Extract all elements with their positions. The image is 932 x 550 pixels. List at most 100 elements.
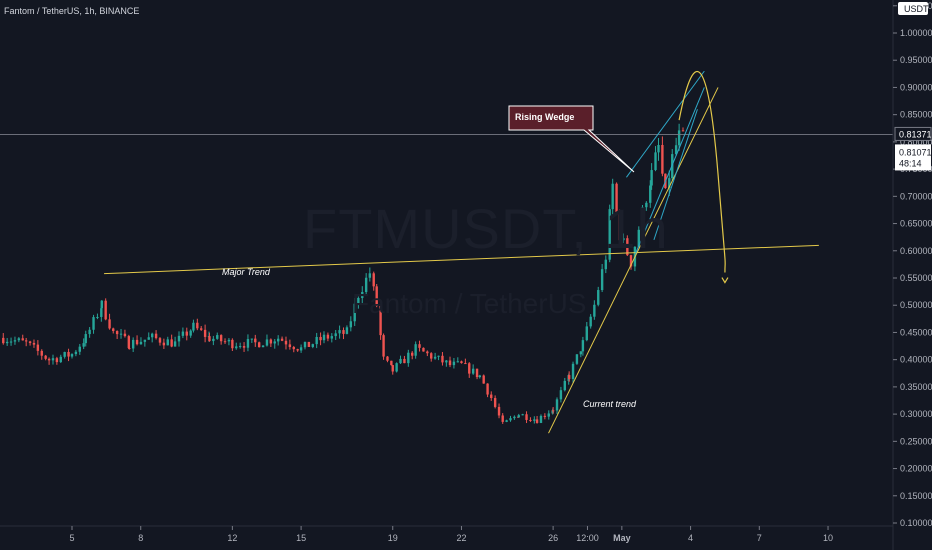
candle-body xyxy=(303,341,307,348)
candle-body xyxy=(2,337,5,344)
price-tick-label: 0.15000 xyxy=(900,491,932,501)
candle-body xyxy=(330,336,333,339)
candle-body xyxy=(525,414,528,420)
candle-body xyxy=(208,336,211,342)
projection-curve[interactable] xyxy=(678,70,726,273)
candle-body xyxy=(212,338,215,342)
candle-body xyxy=(649,185,652,203)
candle-body xyxy=(84,334,87,344)
candle-body xyxy=(641,207,644,230)
candle-body xyxy=(70,354,74,357)
current-trend-line[interactable] xyxy=(548,87,719,434)
candle-body xyxy=(390,360,393,366)
candle-body xyxy=(223,341,227,343)
currency-label-box[interactable] xyxy=(898,2,928,15)
candle-body xyxy=(559,390,563,400)
candle-body xyxy=(441,355,444,363)
candle-body xyxy=(452,361,456,366)
candle-body xyxy=(78,346,81,352)
candle-body xyxy=(460,361,463,364)
candle-body xyxy=(575,354,579,364)
candle-body xyxy=(55,358,59,363)
candle-body xyxy=(445,360,448,363)
candle-body xyxy=(13,340,17,342)
price-tick-label: 0.80000 xyxy=(900,137,932,147)
candle-body xyxy=(147,337,150,340)
candle-body xyxy=(426,351,429,354)
candle-body xyxy=(395,363,398,372)
candle-body xyxy=(414,344,417,356)
candle-body xyxy=(579,351,583,355)
candle-body xyxy=(319,336,322,341)
time-tick-label: 19 xyxy=(388,533,398,543)
candle-body xyxy=(464,363,467,365)
price-tick-label: 0.25000 xyxy=(900,436,932,446)
candle-body xyxy=(645,202,648,208)
candle-body xyxy=(533,419,536,421)
candle-body xyxy=(185,331,188,336)
price-tick-label: 0.40000 xyxy=(900,355,932,365)
candle-body xyxy=(276,338,280,342)
candle-body xyxy=(654,152,657,171)
candle-body xyxy=(88,329,91,335)
candle-body xyxy=(593,304,596,317)
time-tick-label: 26 xyxy=(548,533,558,543)
candle-body xyxy=(28,341,32,343)
wedge-inner-line[interactable] xyxy=(653,109,698,241)
current-trend-label[interactable]: Current trend xyxy=(583,399,637,409)
major-trend-line[interactable] xyxy=(104,244,819,275)
candle-body xyxy=(67,351,70,357)
candle-body xyxy=(177,335,181,342)
candle-body xyxy=(407,352,410,364)
wedge-upper-line[interactable] xyxy=(626,70,705,178)
candle-body xyxy=(292,347,295,350)
candle-body xyxy=(284,340,288,345)
candle-body xyxy=(555,399,559,411)
candle-body xyxy=(563,380,566,391)
time-axis[interactable]: 5 8 12 15 19 22 26 12:00 May 4 7 10 xyxy=(69,526,833,543)
candle-body xyxy=(382,335,385,357)
currency-label[interactable]: USDT xyxy=(904,4,929,14)
major-trend-label[interactable]: Major Trend xyxy=(222,267,271,277)
drawings-layer[interactable]: Major Trend Current trend Rising Wedge xyxy=(0,70,893,434)
candle-body xyxy=(280,338,284,341)
candle-body xyxy=(254,338,257,343)
wedge-lower-line[interactable] xyxy=(635,87,705,254)
candle-body xyxy=(322,334,326,341)
candle-body xyxy=(181,331,185,336)
candle-body xyxy=(681,130,685,132)
candle-body xyxy=(456,361,460,363)
candle-body xyxy=(170,339,173,347)
candle-body xyxy=(166,339,169,346)
candle-body xyxy=(265,339,269,346)
candle-body xyxy=(238,346,242,348)
candle-body xyxy=(418,344,421,348)
candle-body xyxy=(411,352,414,356)
candle-body xyxy=(668,178,671,189)
candle-body xyxy=(143,339,147,342)
rising-wedge-callout[interactable] xyxy=(508,105,635,173)
candle-body xyxy=(622,238,625,241)
price-tick-label: 0.10000 xyxy=(900,518,932,528)
candle-body xyxy=(40,350,43,356)
candle-body xyxy=(82,343,85,347)
candle-body xyxy=(257,342,261,348)
price-tick-label: 0.35000 xyxy=(900,382,932,392)
watermark-ticker: FTMUSDT, 1h xyxy=(303,197,669,260)
candle-body xyxy=(501,415,504,422)
candle-body xyxy=(74,351,78,355)
symbol-header[interactable]: Fantom / TetherUS, 1h, BINANCE xyxy=(4,6,140,16)
candle-body xyxy=(357,297,360,304)
candle-body xyxy=(448,360,452,366)
candle-body xyxy=(196,322,199,329)
candle-body xyxy=(9,341,13,343)
candle-body xyxy=(307,341,311,347)
current-price-box xyxy=(894,126,932,141)
time-tick-label: 15 xyxy=(296,533,306,543)
candle-body xyxy=(63,351,66,357)
candle-body xyxy=(539,415,543,423)
candle-body xyxy=(535,419,539,423)
